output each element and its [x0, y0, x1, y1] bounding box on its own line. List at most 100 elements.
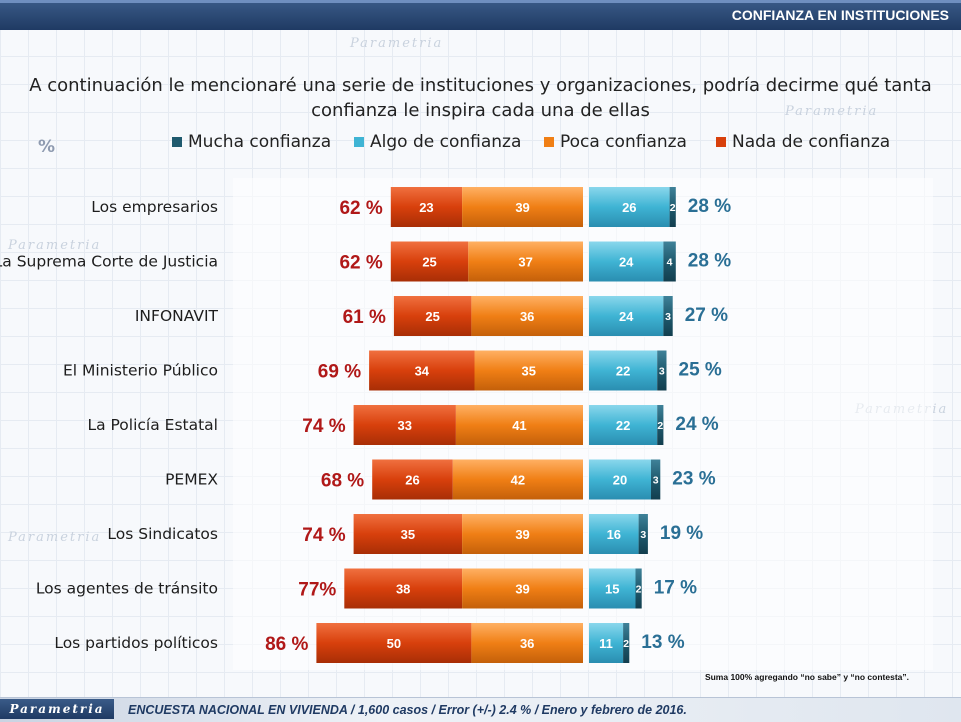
bar-label-nada: 26	[405, 473, 419, 488]
category-label: PEMEX	[165, 471, 218, 489]
bar-poca	[452, 459, 583, 500]
category-label: Los empresarios	[91, 198, 218, 216]
legend-swatch-poca	[544, 137, 554, 147]
bar-mucha	[657, 350, 667, 391]
bar-label-poca: 35	[522, 364, 536, 379]
survey-question: A continuación le mencionaré una serie d…	[20, 73, 941, 123]
bar-algo	[589, 459, 651, 500]
bar-poca	[471, 296, 583, 336]
bar-mucha	[638, 514, 648, 554]
bar-poca	[455, 405, 583, 445]
bar-label-mucha: 3	[653, 475, 659, 487]
watermark-text: Parametria	[350, 36, 444, 51]
category-label: INFONAVIT	[135, 307, 219, 325]
legend-item-mucha: Mucha confianza	[172, 132, 331, 152]
bar-label-algo: 22	[616, 364, 630, 379]
legend-item-poca: Poca confianza	[544, 132, 687, 152]
bar-nada	[372, 459, 453, 500]
bar-label-nada: 50	[387, 636, 401, 651]
bar-mucha	[669, 187, 676, 227]
legend-swatch-algo	[354, 137, 364, 147]
negative-total-label: 69 %	[318, 362, 361, 383]
chart-legend: Mucha confianza Algo de confianza Poca c…	[0, 132, 961, 154]
category-label: La Suprema Corte de Justicia	[0, 253, 218, 271]
bar-label-mucha: 2	[636, 584, 642, 596]
footer-bar	[0, 697, 961, 722]
legend-item-nada: Nada de confianza	[716, 132, 890, 152]
legend-label-mucha: Mucha confianza	[188, 132, 332, 152]
bar-mucha	[663, 296, 673, 336]
bar-nada	[353, 514, 463, 554]
bar-algo	[589, 405, 658, 445]
negative-total-label: 77%	[298, 580, 336, 601]
bar-label-algo: 15	[605, 582, 619, 597]
legend-label-nada: Nada de confianza	[732, 132, 891, 152]
bar-label-mucha: 4	[667, 257, 673, 269]
bar-label-algo: 20	[613, 473, 627, 488]
positive-total-label: 25 %	[679, 360, 722, 381]
category-label: Los Sindicatos	[107, 525, 218, 543]
bar-label-nada: 35	[401, 527, 415, 542]
bar-label-nada: 25	[422, 255, 436, 270]
bar-label-poca: 42	[511, 473, 525, 488]
positive-total-label: 28 %	[688, 196, 731, 217]
bar-nada	[390, 187, 463, 227]
bar-poca	[468, 241, 583, 282]
bar-nada	[353, 405, 456, 445]
legend-label-algo: Algo de confianza	[370, 132, 522, 152]
bar-label-nada: 33	[398, 418, 412, 433]
watermark-text: Parametria	[785, 104, 879, 119]
positive-total-label: 28 %	[688, 251, 731, 272]
legend-item-algo: Algo de confianza	[354, 132, 521, 152]
category-label: La Policía Estatal	[87, 416, 218, 434]
bar-label-mucha: 3	[665, 311, 671, 323]
bar-label-nada: 38	[396, 582, 410, 597]
bar-label-poca: 36	[520, 309, 534, 324]
bar-mucha	[635, 568, 642, 609]
bar-nada	[344, 568, 463, 609]
legend-swatch-mucha	[172, 137, 182, 147]
negative-total-label: 61 %	[343, 307, 386, 328]
category-label: Los agentes de tránsito	[36, 580, 218, 598]
bar-label-mucha: 3	[640, 529, 646, 541]
legend-label-poca: Poca confianza	[560, 132, 687, 152]
bar-label-poca: 39	[515, 200, 529, 215]
footer-logo: Parametria	[0, 699, 114, 719]
header-topline	[0, 0, 961, 3]
bar-label-mucha: 3	[659, 366, 665, 378]
bar-label-algo: 16	[607, 527, 621, 542]
bar-poca	[471, 623, 583, 663]
bar-poca	[462, 187, 583, 227]
negative-total-label: 68 %	[321, 471, 364, 492]
bar-algo	[589, 514, 639, 554]
bar-algo	[589, 187, 670, 227]
positive-total-label: 27 %	[685, 305, 728, 326]
bar-nada	[369, 350, 475, 391]
bar-label-poca: 41	[512, 418, 526, 433]
bar-mucha	[657, 405, 664, 445]
bar-nada	[316, 623, 472, 663]
bar-label-mucha: 2	[623, 638, 629, 650]
negative-total-label: 74 %	[302, 525, 345, 546]
footer-source-text: ENCUESTA NACIONAL EN VIVIENDA / 1,600 ca…	[128, 703, 687, 717]
bar-algo	[589, 241, 664, 282]
bar-nada	[393, 296, 472, 336]
bar-label-nada: 23	[419, 200, 433, 215]
bar-mucha	[623, 623, 630, 663]
category-label: Los partidos políticos	[54, 634, 218, 652]
bar-label-poca: 36	[520, 636, 534, 651]
bar-label-nada: 25	[425, 309, 439, 324]
bar-mucha	[651, 459, 661, 500]
bar-label-poca: 39	[515, 527, 529, 542]
percent-symbol: %	[38, 137, 56, 157]
negative-total-label: 86 %	[265, 634, 308, 655]
negative-total-label: 62 %	[339, 253, 382, 274]
question-line-1: A continuación le mencionaré una serie d…	[29, 75, 932, 96]
bar-algo	[589, 296, 664, 336]
bar-poca	[462, 568, 583, 609]
watermark-text: Parametria	[8, 530, 102, 545]
positive-total-label: 19 %	[660, 523, 703, 544]
bar-poca	[474, 350, 583, 391]
bar-label-algo: 24	[619, 309, 634, 324]
